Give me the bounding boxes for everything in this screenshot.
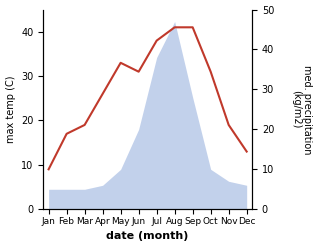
X-axis label: date (month): date (month) [107, 231, 189, 242]
Y-axis label: max temp (C): max temp (C) [5, 76, 16, 143]
Y-axis label: med. precipitation
(kg/m2): med. precipitation (kg/m2) [291, 65, 313, 154]
